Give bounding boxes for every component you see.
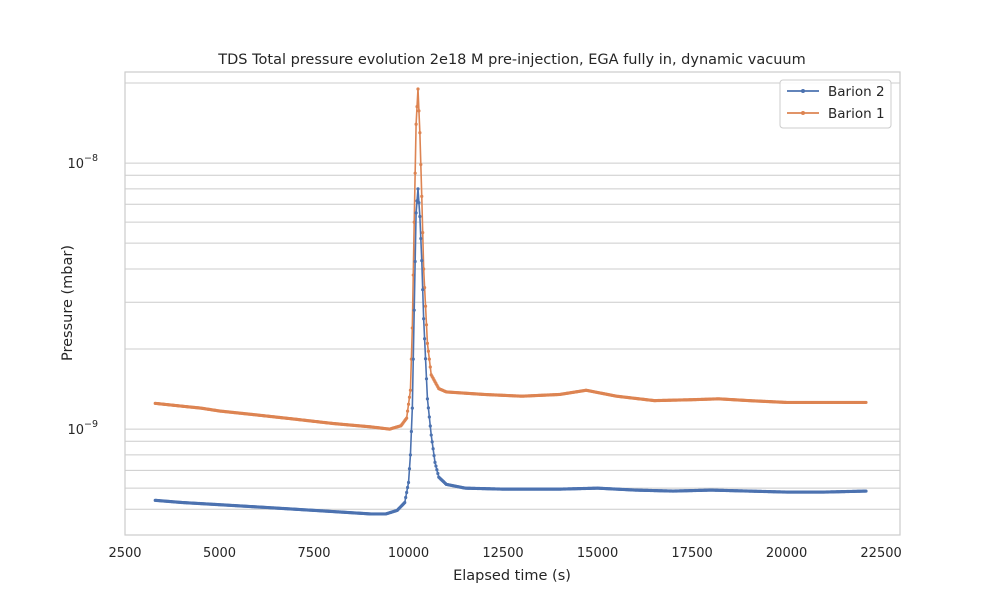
data-point (423, 357, 428, 361)
data-point (413, 259, 417, 264)
data-point (428, 424, 432, 428)
data-point (418, 131, 422, 135)
data-point (405, 416, 409, 420)
x-tick-label: 2500 (108, 546, 141, 561)
x-tick-label: 15000 (577, 546, 618, 561)
data-point (426, 406, 430, 410)
data-point (427, 357, 431, 361)
data-point (409, 429, 413, 434)
data-point (423, 337, 427, 341)
chart-title: TDS Total pressure evolution 2e18 M pre-… (217, 52, 805, 68)
data-point (405, 409, 410, 413)
data-point (403, 500, 407, 505)
data-point (424, 323, 429, 327)
data-point (408, 388, 413, 392)
data-point (422, 317, 426, 321)
data-point (411, 357, 415, 361)
data-point (421, 288, 425, 292)
x-tick-label: 7500 (297, 546, 330, 561)
data-point (433, 460, 437, 464)
data-point (408, 453, 413, 457)
data-point (420, 194, 424, 198)
legend-label-barion-1: Barion 1 (828, 106, 885, 122)
legend-marker-barion-2 (801, 89, 805, 93)
data-point (427, 415, 431, 419)
data-point (428, 365, 432, 369)
data-point (411, 273, 415, 277)
x-tick-labels: 2500 5000 7500 10000 12500 15000 17500 20000 225… (108, 546, 901, 561)
legend-marker-barion-1 (801, 111, 805, 115)
series-barion-2 (153, 187, 868, 516)
data-point (421, 231, 425, 235)
x-tick-label: 5000 (203, 546, 236, 561)
data-point (864, 400, 868, 405)
data-point (432, 453, 436, 458)
x-tick-label: 12500 (482, 546, 523, 561)
data-point (404, 495, 408, 500)
data-point (424, 377, 429, 381)
data-point (434, 464, 438, 468)
y-tick-labels: 10−9 10−8 (67, 153, 98, 438)
data-point (405, 485, 410, 490)
data-point (419, 236, 423, 241)
data-point (864, 489, 868, 493)
data-point (429, 433, 433, 437)
data-point (426, 349, 430, 353)
x-axis-label: Elapsed time (s) (453, 568, 571, 584)
data-point (405, 490, 409, 495)
data-point (414, 211, 418, 215)
data-point (413, 171, 417, 175)
legend-label-barion-2: Barion 2 (828, 84, 885, 100)
data-point (430, 440, 434, 444)
data-point (423, 304, 428, 308)
data-point (418, 214, 422, 219)
series-line (155, 88, 866, 430)
data-point (412, 220, 416, 224)
legend-box (779, 79, 892, 129)
grid-lines (125, 82, 900, 536)
data-point (407, 395, 412, 399)
data-point (417, 109, 421, 113)
x-tick-label: 22500 (860, 546, 901, 561)
data-point (416, 187, 420, 191)
data-point (406, 402, 411, 406)
data-point (412, 308, 416, 312)
data-point (406, 480, 411, 485)
x-tick-label: 20000 (766, 546, 807, 561)
x-tick-label: 10000 (388, 546, 429, 561)
data-point (425, 397, 430, 401)
data-point (420, 259, 424, 263)
data-point (415, 104, 419, 109)
plot-frame (124, 71, 901, 536)
data-point (410, 406, 414, 410)
data-point (435, 468, 439, 472)
x-tick-label: 17500 (671, 546, 712, 561)
y-tick-label: 10−8 (67, 153, 98, 172)
y-axis-label: Pressure (mbar) (60, 245, 76, 361)
data-point (425, 341, 430, 346)
series-barion-1 (153, 87, 868, 431)
series-layer (153, 87, 868, 516)
legend: Barion 2 Barion 1 (779, 79, 892, 129)
data-point (431, 447, 435, 451)
series-line (155, 188, 866, 515)
data-point (423, 285, 427, 290)
data-point (436, 471, 440, 476)
data-point (416, 87, 420, 91)
data-point (414, 122, 418, 126)
data-point (407, 467, 412, 471)
data-point (419, 162, 423, 167)
y-tick-label: 10−9 (67, 419, 98, 438)
data-point (417, 201, 421, 205)
